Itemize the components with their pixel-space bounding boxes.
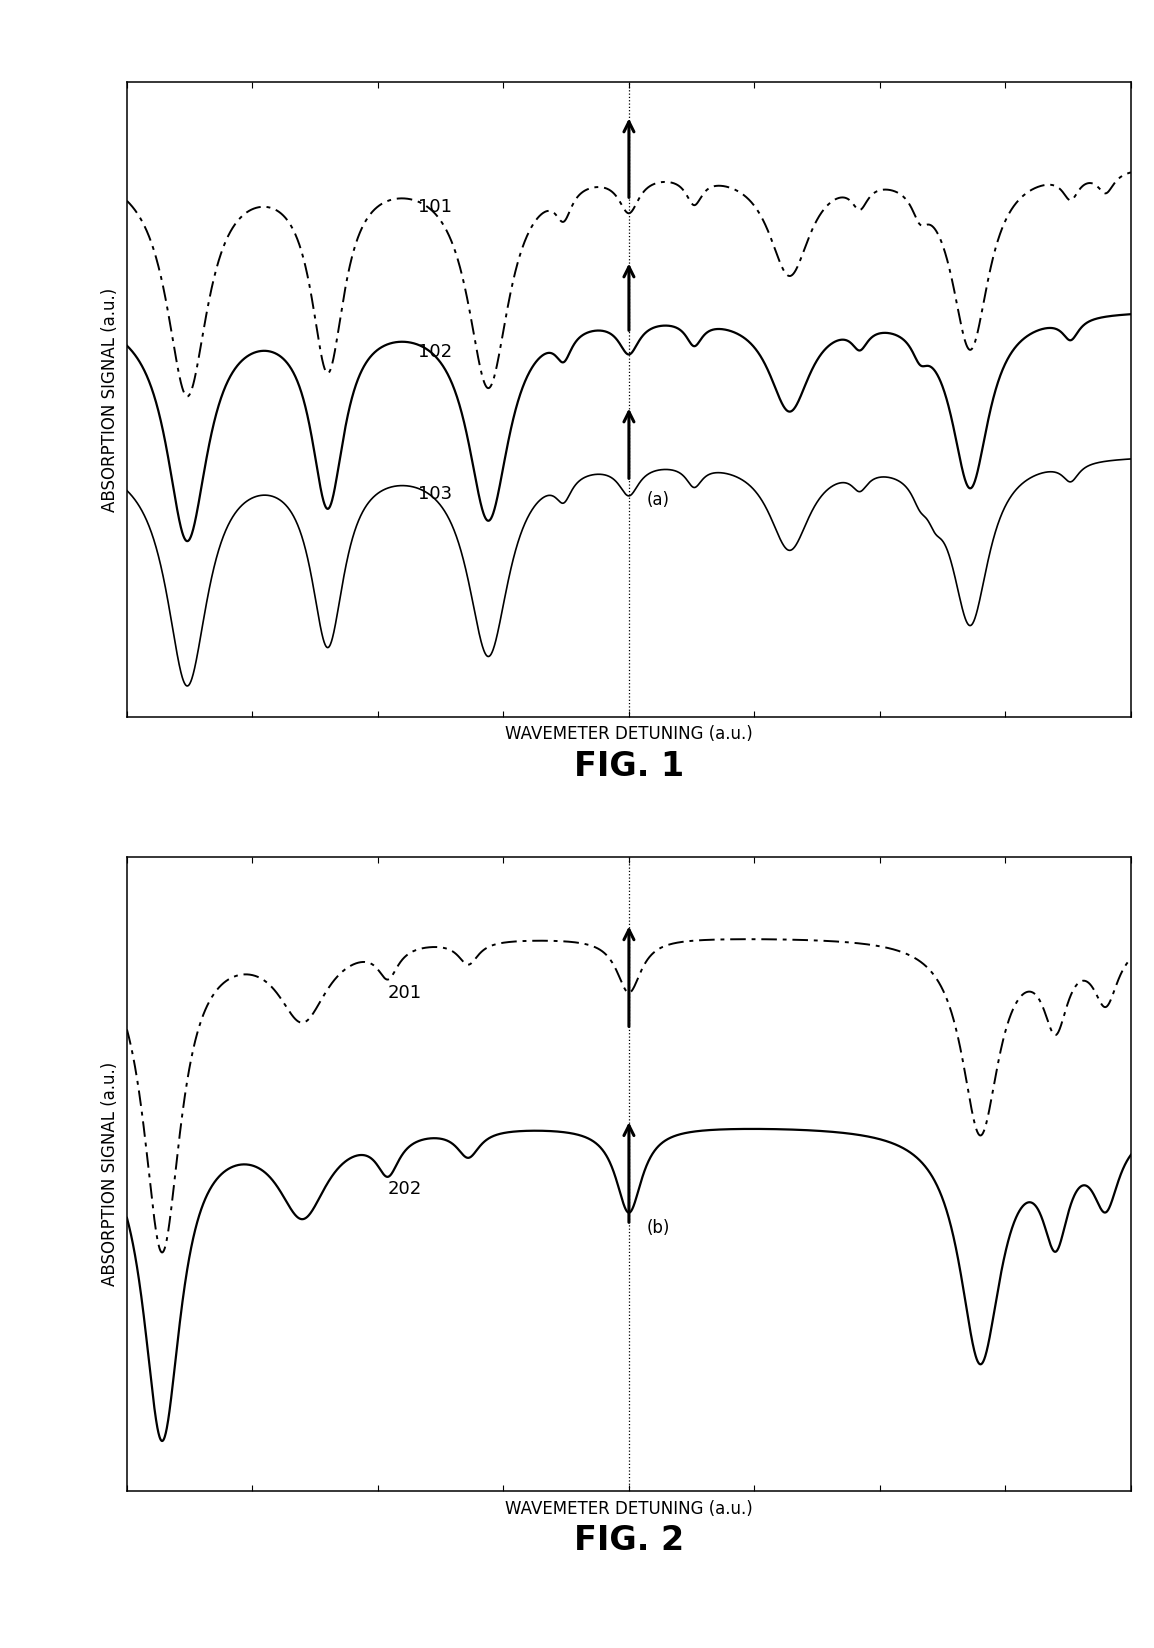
X-axis label: WAVEMETER DETUNING (a.u.): WAVEMETER DETUNING (a.u.) xyxy=(505,725,752,743)
Text: FIG. 1: FIG. 1 xyxy=(574,750,684,783)
Text: 103: 103 xyxy=(418,486,452,503)
Text: 101: 101 xyxy=(418,198,452,216)
Text: 202: 202 xyxy=(388,1180,422,1198)
Text: FIG. 2: FIG. 2 xyxy=(574,1524,684,1557)
X-axis label: WAVEMETER DETUNING (a.u.): WAVEMETER DETUNING (a.u.) xyxy=(505,1500,752,1518)
Y-axis label: ABSORPTION SIGNAL (a.u.): ABSORPTION SIGNAL (a.u.) xyxy=(100,1061,119,1287)
Y-axis label: ABSORPTION SIGNAL (a.u.): ABSORPTION SIGNAL (a.u.) xyxy=(100,287,119,513)
Text: (a): (a) xyxy=(646,491,669,509)
Text: 102: 102 xyxy=(418,343,452,361)
Text: 201: 201 xyxy=(388,984,422,1002)
Text: (b): (b) xyxy=(646,1220,669,1238)
